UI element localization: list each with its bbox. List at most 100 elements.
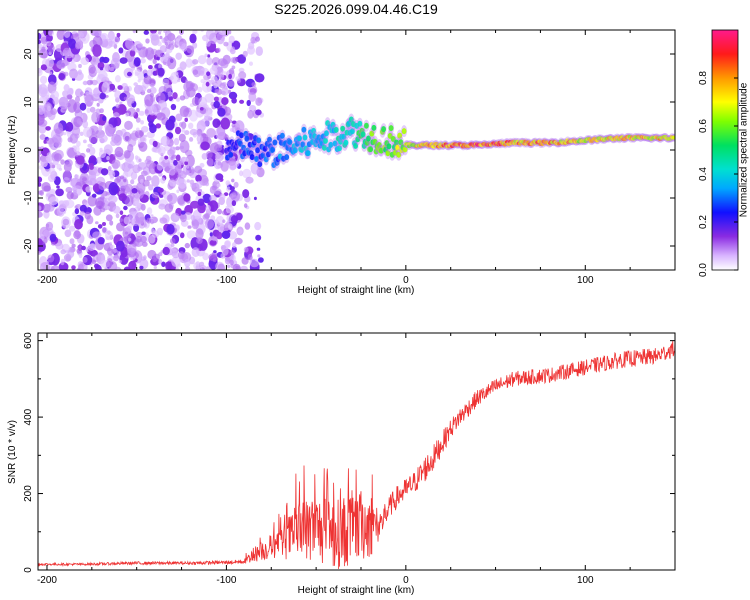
spectral-blob xyxy=(189,128,198,136)
spectral-blob xyxy=(221,230,231,239)
spectral-blob xyxy=(60,261,65,266)
spectral-blob xyxy=(150,214,154,217)
spectral-blob xyxy=(79,131,84,136)
spectral-blob xyxy=(204,115,211,121)
ridge-core xyxy=(364,122,369,129)
ridge-core xyxy=(390,136,396,142)
spectral-blob xyxy=(177,231,181,236)
spectral-blob xyxy=(163,35,172,45)
spectral-blob xyxy=(216,208,222,215)
spectral-blob xyxy=(99,92,106,100)
spectral-blob xyxy=(118,259,122,264)
spectral-blob xyxy=(67,99,77,113)
spectral-blob xyxy=(74,205,78,209)
spectral-blob xyxy=(115,103,120,109)
spectral-blob xyxy=(188,122,194,129)
spectral-blob xyxy=(185,154,195,168)
spectral-blob xyxy=(123,216,130,225)
spectral-blob xyxy=(199,107,204,111)
spectral-blob xyxy=(74,41,81,50)
spectral-blob xyxy=(62,30,67,33)
spectral-blob xyxy=(46,203,55,212)
spectral-blob xyxy=(97,224,103,229)
spectral-blob xyxy=(175,146,181,151)
spectral-blob xyxy=(184,242,190,249)
spectral-blob xyxy=(64,159,73,167)
spectral-blob xyxy=(152,58,157,65)
spectral-blob xyxy=(69,238,75,245)
spectral-blob xyxy=(172,251,180,259)
spectral-blob xyxy=(234,237,243,245)
spectral-blob xyxy=(227,156,236,166)
spectral-blob xyxy=(123,150,131,159)
spectral-blob xyxy=(165,119,175,131)
spectral-blob xyxy=(159,35,163,40)
spectral-blob xyxy=(116,222,125,232)
ridge-core xyxy=(228,151,234,158)
spectral-blob xyxy=(244,222,251,230)
ridge-core xyxy=(256,137,262,144)
spectral-blob xyxy=(159,217,168,224)
spectral-blob xyxy=(179,95,186,101)
spectral-blob xyxy=(120,163,125,170)
spectral-blob xyxy=(125,225,132,232)
spectral-blob xyxy=(177,79,181,83)
spectral-blob xyxy=(118,193,127,202)
spectral-blob xyxy=(97,70,108,80)
spectral-blob xyxy=(48,30,54,37)
spectral-blob xyxy=(62,218,70,226)
spectral-blob xyxy=(43,229,51,237)
spectral-blob xyxy=(134,155,139,160)
spectral-blob xyxy=(124,235,131,244)
spectral-blob xyxy=(145,38,150,44)
spectral-blob xyxy=(251,82,257,87)
x-tick-label: 0 xyxy=(403,575,409,586)
spectral-blob xyxy=(68,38,77,49)
spectral-blob xyxy=(156,162,164,171)
snr-xlabel: Height of straight line (km) xyxy=(298,585,415,596)
spectral-blob xyxy=(186,179,190,183)
spectral-blob xyxy=(123,205,128,211)
spectral-blob xyxy=(237,228,243,234)
spectral-blob xyxy=(87,195,97,207)
ridge-core xyxy=(300,141,306,148)
spectral-blob xyxy=(38,205,42,211)
ridge-core xyxy=(299,146,305,153)
spectral-blob xyxy=(126,94,136,104)
spectral-blob xyxy=(169,179,177,187)
ridge-core xyxy=(332,140,338,147)
spectral-blob xyxy=(215,173,224,181)
spectral-blob xyxy=(152,140,158,148)
spectral-blob xyxy=(98,124,103,130)
spectral-blob xyxy=(38,182,42,187)
spectral-blob xyxy=(205,40,211,47)
spectral-blob xyxy=(79,32,85,38)
spectral-blob xyxy=(166,224,175,235)
spectral-blob xyxy=(156,112,166,121)
spectral-blob xyxy=(76,118,82,125)
spectral-blob xyxy=(121,82,128,89)
spectral-blob xyxy=(110,139,117,147)
spectral-blob xyxy=(38,251,41,255)
spectral-blob xyxy=(136,217,145,225)
spectral-blob xyxy=(39,134,46,140)
spectral-blob xyxy=(96,200,104,208)
spectral-blob xyxy=(82,126,92,138)
spectral-blob xyxy=(239,99,245,104)
spectral-blob xyxy=(106,192,110,196)
spectral-blob xyxy=(257,254,261,258)
spectral-blob xyxy=(128,201,132,206)
spectral-blob xyxy=(45,221,54,231)
spectral-blob xyxy=(74,71,84,81)
spectral-blob xyxy=(43,185,51,192)
spectral-blob xyxy=(63,84,70,92)
spectral-blob xyxy=(109,241,112,247)
spectral-blob xyxy=(157,67,165,77)
spectral-blob xyxy=(197,86,203,93)
spectral-blob xyxy=(228,30,232,35)
spectral-blob xyxy=(138,85,147,93)
spectral-blob xyxy=(123,178,127,183)
spectral-blob xyxy=(102,56,110,64)
spectral-blob xyxy=(243,246,249,253)
